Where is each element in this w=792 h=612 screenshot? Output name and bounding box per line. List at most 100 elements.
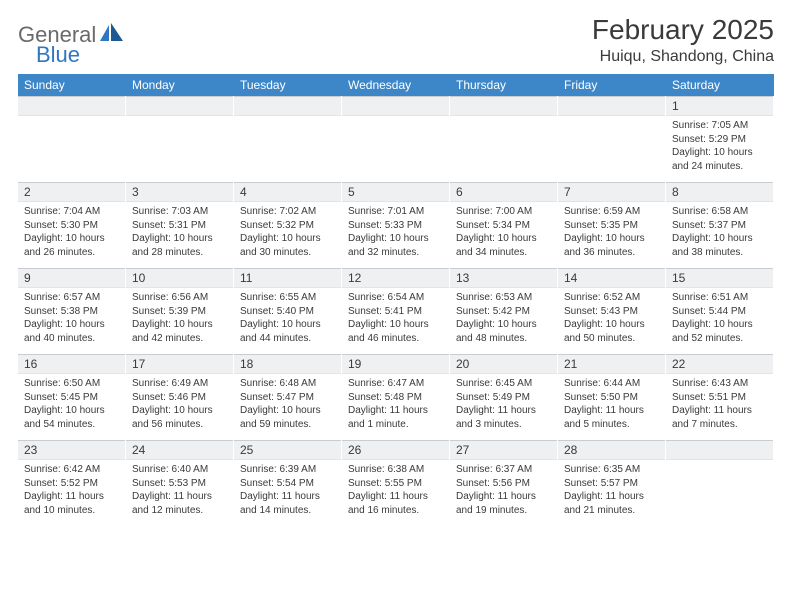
day-number xyxy=(126,96,233,116)
day-cell: 23Sunrise: 6:42 AMSunset: 5:52 PMDayligh… xyxy=(18,440,126,526)
day-cell: 28Sunrise: 6:35 AMSunset: 5:57 PMDayligh… xyxy=(558,440,666,526)
daylight-text: Daylight: 10 hours and 50 minutes. xyxy=(564,318,659,345)
day-number: 2 xyxy=(18,182,125,202)
weekday-header: Sunday xyxy=(18,74,126,96)
day-details: Sunrise: 6:55 AMSunset: 5:40 PMDaylight:… xyxy=(234,288,341,351)
logo: General Blue xyxy=(18,22,124,68)
sunset-text: Sunset: 5:37 PM xyxy=(672,219,767,233)
day-cell xyxy=(666,440,774,526)
day-number xyxy=(18,96,125,116)
day-cell: 27Sunrise: 6:37 AMSunset: 5:56 PMDayligh… xyxy=(450,440,558,526)
day-number: 24 xyxy=(126,440,233,460)
day-number: 13 xyxy=(450,268,557,288)
sunset-text: Sunset: 5:46 PM xyxy=(132,391,227,405)
day-cell: 5Sunrise: 7:01 AMSunset: 5:33 PMDaylight… xyxy=(342,182,450,268)
sunrise-text: Sunrise: 7:04 AM xyxy=(24,205,119,219)
daylight-text: Daylight: 10 hours and 24 minutes. xyxy=(672,146,767,173)
sunset-text: Sunset: 5:43 PM xyxy=(564,305,659,319)
day-cell: 20Sunrise: 6:45 AMSunset: 5:49 PMDayligh… xyxy=(450,354,558,440)
day-cell: 18Sunrise: 6:48 AMSunset: 5:47 PMDayligh… xyxy=(234,354,342,440)
daylight-text: Daylight: 11 hours and 16 minutes. xyxy=(348,490,443,517)
day-cell: 25Sunrise: 6:39 AMSunset: 5:54 PMDayligh… xyxy=(234,440,342,526)
day-details: Sunrise: 6:43 AMSunset: 5:51 PMDaylight:… xyxy=(666,374,773,437)
day-number: 6 xyxy=(450,182,557,202)
sunrise-text: Sunrise: 6:54 AM xyxy=(348,291,443,305)
sunrise-text: Sunrise: 7:01 AM xyxy=(348,205,443,219)
sunrise-text: Sunrise: 7:03 AM xyxy=(132,205,227,219)
day-number: 25 xyxy=(234,440,341,460)
sunrise-text: Sunrise: 6:37 AM xyxy=(456,463,551,477)
weekday-header: Friday xyxy=(558,74,666,96)
day-cell: 21Sunrise: 6:44 AMSunset: 5:50 PMDayligh… xyxy=(558,354,666,440)
day-details: Sunrise: 6:58 AMSunset: 5:37 PMDaylight:… xyxy=(666,202,773,265)
day-number xyxy=(234,96,341,116)
day-number: 5 xyxy=(342,182,449,202)
daylight-text: Daylight: 11 hours and 10 minutes. xyxy=(24,490,119,517)
daylight-text: Daylight: 10 hours and 46 minutes. xyxy=(348,318,443,345)
day-cell: 14 Sunrise: 6:52 AMSunset: 5:43 PMDayligh… xyxy=(558,268,666,354)
sunrise-text: Sunrise: 6:49 AM xyxy=(132,377,227,391)
day-number: 3 xyxy=(126,182,233,202)
calendar: SundayMondayTuesdayWednesdayThursdayFrid… xyxy=(18,74,774,526)
day-cell: 19Sunrise: 6:47 AMSunset: 5:48 PMDayligh… xyxy=(342,354,450,440)
day-details: Sunrise: 7:05 AMSunset: 5:29 PMDaylight:… xyxy=(666,116,773,179)
day-details: Sunrise: 6:49 AMSunset: 5:46 PMDaylight:… xyxy=(126,374,233,437)
sunrise-text: Sunrise: 7:02 AM xyxy=(240,205,335,219)
day-cell xyxy=(234,96,342,182)
day-cell: 6Sunrise: 7:00 AMSunset: 5:34 PMDaylight… xyxy=(450,182,558,268)
week-row: 9Sunrise: 6:57 AMSunset: 5:38 PMDaylight… xyxy=(18,268,774,354)
weekday-header: Thursday xyxy=(450,74,558,96)
week-row: 1Sunrise: 7:05 AMSunset: 5:29 PMDaylight… xyxy=(18,96,774,182)
day-cell: 16Sunrise: 6:50 AMSunset: 5:45 PMDayligh… xyxy=(18,354,126,440)
day-cell xyxy=(558,96,666,182)
day-cell xyxy=(18,96,126,182)
day-details: Sunrise: 6:45 AMSunset: 5:49 PMDaylight:… xyxy=(450,374,557,437)
day-cell: 12Sunrise: 6:54 AMSunset: 5:41 PMDayligh… xyxy=(342,268,450,354)
daylight-text: Daylight: 10 hours and 32 minutes. xyxy=(348,232,443,259)
day-number: 27 xyxy=(450,440,557,460)
day-details xyxy=(342,116,449,125)
day-details xyxy=(666,460,773,469)
day-number: 9 xyxy=(18,268,125,288)
sunrise-text: Sunrise: 6:58 AM xyxy=(672,205,767,219)
day-details: Sunrise: 6:38 AMSunset: 5:55 PMDaylight:… xyxy=(342,460,449,523)
sunset-text: Sunset: 5:44 PM xyxy=(672,305,767,319)
day-details: Sunrise: 6:44 AMSunset: 5:50 PMDaylight:… xyxy=(558,374,665,437)
day-number: 14 xyxy=(558,268,665,288)
week-row: 16Sunrise: 6:50 AMSunset: 5:45 PMDayligh… xyxy=(18,354,774,440)
sunrise-text: Sunrise: 6:45 AM xyxy=(456,377,551,391)
day-cell: 9Sunrise: 6:57 AMSunset: 5:38 PMDaylight… xyxy=(18,268,126,354)
daylight-text: Daylight: 10 hours and 36 minutes. xyxy=(564,232,659,259)
day-cell: 7Sunrise: 6:59 AMSunset: 5:35 PMDaylight… xyxy=(558,182,666,268)
day-details xyxy=(450,116,557,125)
weekday-header-row: SundayMondayTuesdayWednesdayThursdayFrid… xyxy=(18,74,774,96)
daylight-text: Daylight: 10 hours and 48 minutes. xyxy=(456,318,551,345)
sunset-text: Sunset: 5:42 PM xyxy=(456,305,551,319)
daylight-text: Daylight: 10 hours and 26 minutes. xyxy=(24,232,119,259)
weekday-header: Tuesday xyxy=(234,74,342,96)
day-number: 17 xyxy=(126,354,233,374)
sunrise-text: Sunrise: 7:05 AM xyxy=(672,119,767,133)
daylight-text: Daylight: 10 hours and 59 minutes. xyxy=(240,404,335,431)
daylight-text: Daylight: 10 hours and 34 minutes. xyxy=(456,232,551,259)
day-details: Sunrise: 6:51 AMSunset: 5:44 PMDaylight:… xyxy=(666,288,773,351)
day-cell: 17Sunrise: 6:49 AMSunset: 5:46 PMDayligh… xyxy=(126,354,234,440)
sunrise-text: Sunrise: 6:38 AM xyxy=(348,463,443,477)
day-details: Sunrise: 6:57 AMSunset: 5:38 PMDaylight:… xyxy=(18,288,125,351)
daylight-text: Daylight: 10 hours and 42 minutes. xyxy=(132,318,227,345)
day-details: Sunrise: 6:50 AMSunset: 5:45 PMDaylight:… xyxy=(18,374,125,437)
sunrise-text: Sunrise: 6:52 AM xyxy=(564,291,659,305)
day-cell: 3Sunrise: 7:03 AMSunset: 5:31 PMDaylight… xyxy=(126,182,234,268)
day-number: 26 xyxy=(342,440,449,460)
sunset-text: Sunset: 5:47 PM xyxy=(240,391,335,405)
day-number xyxy=(666,440,773,460)
day-number xyxy=(342,96,449,116)
day-number: 1 xyxy=(666,96,773,116)
month-title: February 2025 xyxy=(592,14,774,46)
day-number: 28 xyxy=(558,440,665,460)
daylight-text: Daylight: 10 hours and 40 minutes. xyxy=(24,318,119,345)
day-cell: 22Sunrise: 6:43 AMSunset: 5:51 PMDayligh… xyxy=(666,354,774,440)
day-details: Sunrise: 6:53 AMSunset: 5:42 PMDaylight:… xyxy=(450,288,557,351)
sunset-text: Sunset: 5:29 PM xyxy=(672,133,767,147)
day-details: Sunrise: 7:04 AMSunset: 5:30 PMDaylight:… xyxy=(18,202,125,265)
